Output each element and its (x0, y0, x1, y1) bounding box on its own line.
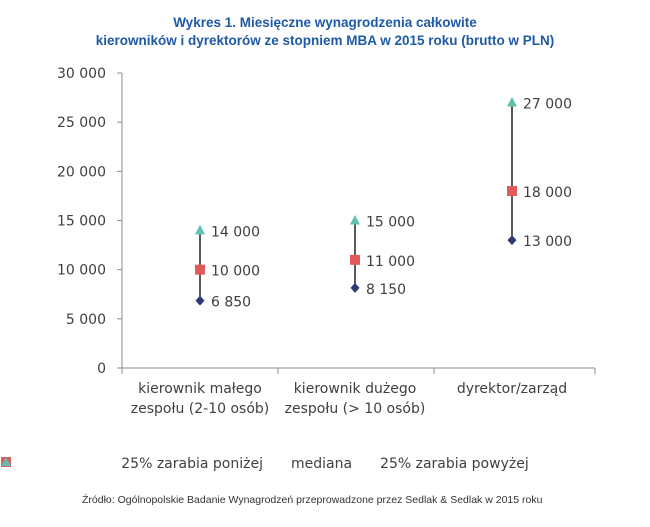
y-tick-label: 30 000 (57, 66, 106, 82)
legend-label: mediana (290, 456, 353, 472)
data-label: 6 850 (211, 295, 251, 311)
data-label: 8 150 (366, 282, 406, 298)
x-category-label: dyrektor/zarząd (457, 381, 567, 397)
legend-item: mediana (1, 456, 353, 472)
x-category-label: kierownik małego (138, 381, 262, 397)
data-point (350, 282, 360, 293)
y-tick-label: 20 000 (57, 164, 106, 180)
chart-title: Wykres 1. Miesięczne wynagrodzenia całko… (0, 14, 650, 50)
data-point (195, 224, 205, 235)
data-point (507, 97, 517, 107)
data-label: 14 000 (211, 224, 260, 240)
x-category-label: zespołu (2-10 osób) (131, 401, 269, 417)
data-point (195, 295, 205, 306)
data-point (350, 254, 360, 265)
chart-title-line-2: kierowników i dyrektorów ze stopniem MBA… (95, 33, 555, 48)
y-tick-label: 0 (97, 361, 106, 377)
legend-label: 25% zarabia poniżej (121, 456, 263, 472)
data-label: 10 000 (211, 264, 260, 280)
legend-item: 25% zarabia poniżej (1, 456, 263, 472)
y-tick-label: 15 000 (57, 214, 106, 230)
data-label: 13 000 (523, 234, 572, 250)
legend-item: 25% zarabia powyżej (1, 456, 529, 472)
source-note: Źródło: Ogólnopolskie Badanie Wynagrodze… (82, 494, 543, 506)
data-label: 15 000 (366, 215, 415, 231)
y-tick-label: 25 000 (57, 115, 106, 131)
legend-label: 25% zarabia powyżej (380, 456, 529, 472)
data-label: 11 000 (366, 254, 415, 270)
data-point (195, 264, 205, 275)
data-label: 27 000 (523, 97, 572, 113)
x-category-label: zespołu (> 10 osób) (285, 401, 426, 417)
y-tick-label: 10 000 (57, 263, 106, 279)
y-tick-label: 5 000 (66, 312, 106, 328)
data-point (507, 235, 517, 246)
x-category-label: kierownik dużego (294, 381, 417, 397)
chart-legend: 25% zarabia poniżej mediana 25% zarabia po… (0, 456, 650, 472)
data-point (350, 215, 360, 225)
data-label: 18 000 (523, 185, 572, 201)
chart-plot: 0 5 000 10 000 15 000 20 000 25 000 30 000 kier… (57, 66, 596, 417)
chart-title-line-1: Wykres 1. Miesięczne wynagrodzenia całko… (173, 15, 477, 30)
legend-triangle-icon (1, 457, 11, 466)
data-point (507, 186, 517, 196)
